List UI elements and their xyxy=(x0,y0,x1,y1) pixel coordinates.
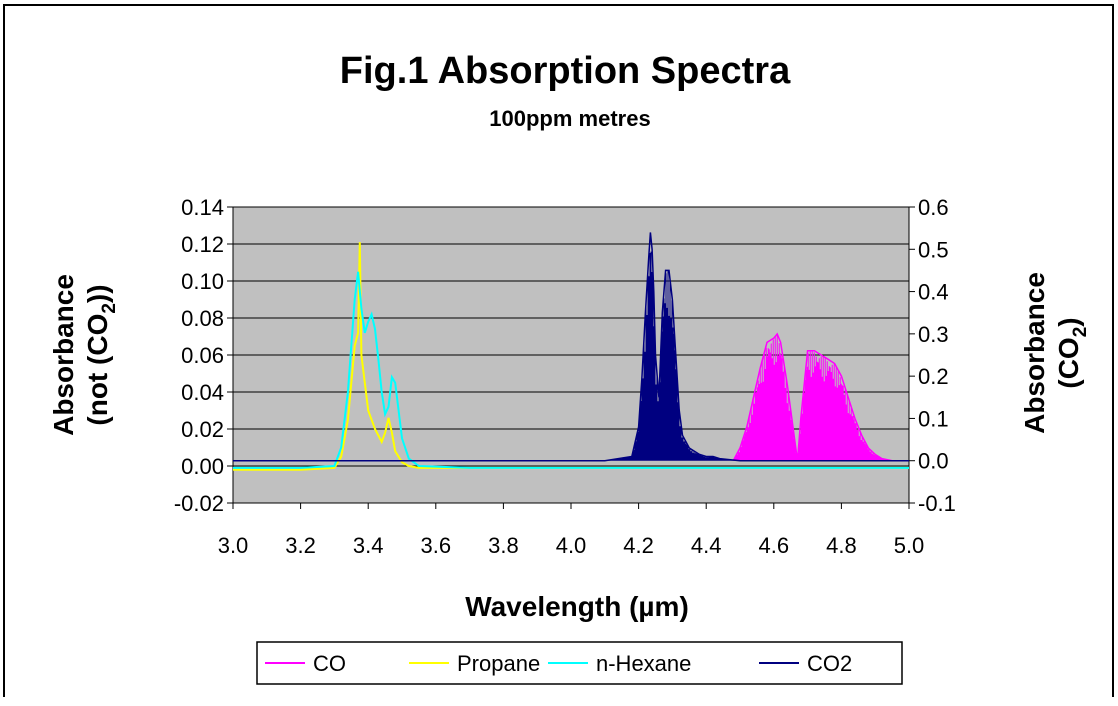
left-axis-label-line2-main: (not (CO xyxy=(82,314,113,426)
right-axis-label-line1: Absorbance xyxy=(1019,272,1050,434)
right-axis-label-line2: (CO2) xyxy=(1053,317,1091,388)
legend: CO Propane n-Hexane CO2 xyxy=(256,641,903,685)
y-right-tick-label: 0.5 xyxy=(918,237,949,262)
y-left-tick-label: 0.14 xyxy=(181,195,224,220)
plot-area xyxy=(227,206,915,509)
legend-label-co2: CO2 xyxy=(807,651,852,676)
left-axis-label-subscript: 2 xyxy=(99,303,120,314)
x-tick-label: 3.6 xyxy=(421,533,452,558)
y-left-tick-label: 0.04 xyxy=(181,380,224,405)
y-left-tick-label: 0.00 xyxy=(181,454,224,479)
x-tick-label: 3.8 xyxy=(488,533,519,558)
chart-title: Fig.1 Absorption Spectra xyxy=(340,50,791,92)
series-envelope xyxy=(732,332,893,462)
x-tick-label: 3.0 xyxy=(218,533,249,558)
series-co2 xyxy=(232,232,910,462)
left-axis-label-line1: Absorbance xyxy=(48,274,79,436)
x-tick-label: 4.0 xyxy=(556,533,587,558)
x-axis-label: Wavelength (µm) xyxy=(465,591,689,622)
y-right-tick-label: 0.6 xyxy=(918,195,949,220)
right-axis-label-close: ) xyxy=(1053,317,1084,326)
y-right-tick-label: 0.0 xyxy=(918,449,949,474)
y-right-tick-label: 0.2 xyxy=(918,364,949,389)
x-tick-label: 4.2 xyxy=(623,533,654,558)
x-tick-label: 4.8 xyxy=(826,533,857,558)
legend-label-propane: Propane xyxy=(457,651,540,676)
series-envelope xyxy=(233,232,909,462)
y-right-tick-label: 0.3 xyxy=(918,322,949,347)
left-axis-label-close: )) xyxy=(82,284,113,303)
tick-labels: -0.02 0.00 0.02 0.04 0.06 0.08 0.10 0.12 0.14 -0.… xyxy=(174,195,956,558)
left-axis-label-line2: (not (CO2)) xyxy=(82,284,120,425)
right-axis-label-line2-main: (CO xyxy=(1053,337,1084,388)
x-tick-label: 4.4 xyxy=(691,533,722,558)
y-left-tick-label: 0.08 xyxy=(181,306,224,331)
y-right-tick-label: 0.4 xyxy=(918,280,949,305)
series-n-hexane xyxy=(233,271,909,469)
y-left-tick-label: -0.02 xyxy=(174,491,224,516)
x-tick-label: 4.6 xyxy=(759,533,790,558)
y-left-tick-label: 0.12 xyxy=(181,232,224,257)
right-axis-label: Absorbance (CO2) xyxy=(1019,272,1091,434)
right-axis-label-subscript: 2 xyxy=(1070,327,1091,338)
y-left-tick-label: 0.06 xyxy=(181,343,224,368)
y-left-tick-label: 0.10 xyxy=(181,269,224,294)
y-right-tick-label: 0.1 xyxy=(918,406,949,431)
x-tick-label: 3.4 xyxy=(353,533,384,558)
chart-border xyxy=(3,4,1114,697)
left-axis-label: Absorbance (not (CO2)) xyxy=(48,274,120,436)
chart-subtitle: 100ppm metres xyxy=(489,106,650,131)
x-tick-label: 5.0 xyxy=(894,533,925,558)
legend-label-n-hexane: n-Hexane xyxy=(596,651,691,676)
y-right-tick-label: -0.1 xyxy=(918,491,956,516)
series-line xyxy=(233,271,909,469)
y-left-tick-label: 0.02 xyxy=(181,417,224,442)
legend-label-co: CO xyxy=(313,651,346,676)
x-tick-label: 3.2 xyxy=(285,533,316,558)
